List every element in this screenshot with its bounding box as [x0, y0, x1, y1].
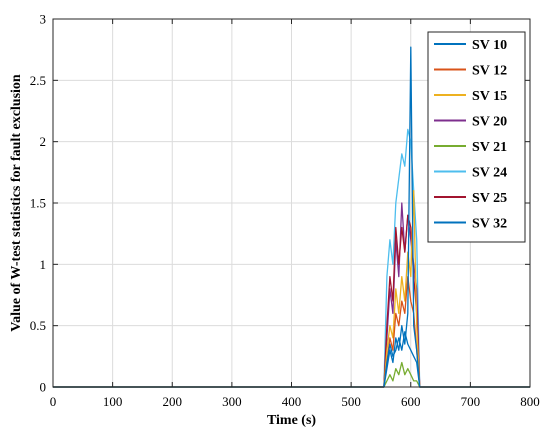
x-tick-label: 500	[341, 394, 361, 409]
y-tick-label: 2.5	[30, 73, 46, 88]
x-tick-label: 200	[163, 394, 183, 409]
x-tick-label: 800	[520, 394, 540, 409]
legend-label: SV 24	[472, 166, 507, 181]
legend-label: SV 12	[472, 64, 507, 79]
series-line-sv-24	[53, 128, 530, 388]
legend-label: SV 32	[472, 217, 507, 232]
y-tick-label: 0	[40, 380, 47, 395]
x-tick-label: 700	[461, 394, 481, 409]
legend-label: SV 21	[472, 140, 507, 155]
legend-label: SV 20	[472, 115, 507, 130]
series-line-sv-15	[53, 190, 530, 388]
legend: SV 10 SV 12 SV 15 SV 20 SV 21 SV 24 SV 25 SV 32	[427, 31, 526, 243]
x-tick-label: 0	[50, 394, 57, 409]
x-tick-label: 100	[103, 394, 123, 409]
x-tick-label: 300	[222, 394, 242, 409]
y-tick-label: 1.5	[30, 196, 46, 211]
series-line-sv-21	[53, 361, 530, 388]
y-tick-label: 2	[40, 134, 47, 149]
legend-box	[427, 31, 526, 243]
y-tick-label: 3	[40, 12, 47, 27]
y-axis-label: Value of W-test statistics for fault exc…	[9, 74, 24, 332]
legend-label: SV 10	[472, 38, 507, 53]
x-tick-label: 400	[282, 394, 302, 409]
x-tick-label: 600	[401, 394, 421, 409]
x-axis-label: Time (s)	[267, 413, 316, 428]
y-tick-label: 1	[40, 257, 47, 272]
y-tick-label: 0.5	[30, 318, 46, 333]
legend-label: SV 25	[472, 191, 507, 206]
axis-ticks: 0 100 200 300 400 500 600 700 800 0 0.5 1 1.5 2 2.5 3	[30, 12, 540, 410]
legend-label: SV 15	[472, 89, 507, 104]
